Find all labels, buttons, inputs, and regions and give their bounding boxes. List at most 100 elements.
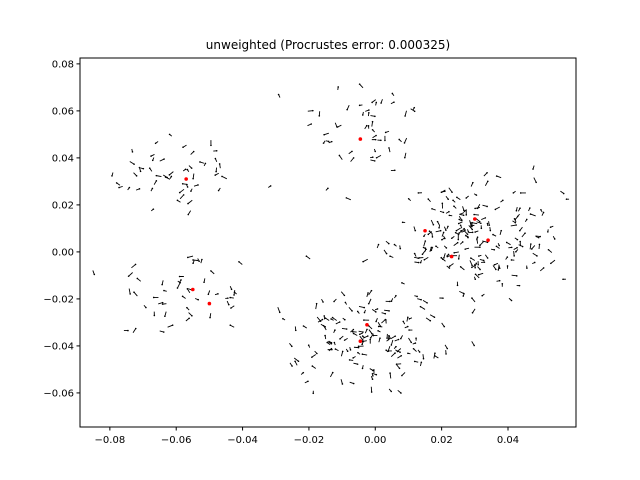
quiver-arrow-head: [423, 258, 426, 261]
quiver-arrow-head: [454, 231, 457, 234]
quiver-arrow-head: [438, 226, 440, 229]
quiver-arrow-head: [311, 365, 314, 367]
quiver-arrow-head: [393, 101, 395, 103]
quiver-arrow-head: [390, 300, 393, 303]
quiver-arrow: [440, 257, 446, 262]
quiver-arrow-head: [357, 346, 360, 349]
quiver-arrow-head: [516, 246, 518, 249]
quiver-arrow-head: [515, 251, 517, 253]
quiver-arrow-head: [514, 221, 517, 224]
quiver-arrow-head: [395, 363, 398, 366]
quiver-arrow: [128, 272, 133, 277]
quiver-arrow: [323, 325, 327, 331]
quiver-arrow-head: [386, 337, 388, 339]
quiver-arrow-head: [498, 244, 501, 247]
quiver-arrow-head: [372, 375, 374, 377]
quiver-arrow-head: [442, 297, 444, 299]
quiver-arrow-head: [413, 360, 416, 363]
quiver-arrow-head: [462, 214, 465, 217]
quiver-arrow-head: [433, 316, 436, 318]
quiver-arrow-head: [186, 256, 189, 259]
quiver-arrow-head: [401, 282, 403, 284]
quiver-arrow-head: [466, 233, 469, 235]
quiver-arrow: [156, 175, 162, 177]
quiver-arrow: [359, 83, 364, 89]
quiver-arrow-head: [351, 150, 353, 153]
quiver-arrow: [159, 158, 165, 162]
quiver-arrow-head: [471, 297, 473, 299]
quiver-arrow-head: [155, 180, 158, 182]
quiver-arrow-head: [227, 297, 229, 299]
quiver-arrow-head: [461, 241, 464, 243]
quiver-arrow-head: [444, 237, 446, 240]
quiver-arrow-head: [352, 357, 354, 359]
quiver-arrow-head: [419, 305, 422, 308]
quiver-arrow-head: [547, 248, 550, 251]
quiver-arrow-head: [161, 283, 163, 286]
quiver-arrow-head: [192, 262, 194, 265]
quiver-arrow-head: [456, 241, 459, 244]
quiver-arrow-head: [549, 226, 552, 228]
quiver-arrow: [471, 297, 476, 303]
quiver-arrow-head: [521, 245, 524, 248]
quiver-arrow: [368, 298, 372, 304]
quiver-arrow-head: [376, 308, 379, 310]
quiver-arrow-head: [459, 224, 462, 227]
quiver-arrow-head: [345, 328, 348, 330]
quiver-arrow-head: [233, 291, 236, 294]
quiver-arrow-head: [389, 372, 391, 374]
quiver-arrow-head: [178, 275, 181, 278]
quiver-arrow-head: [461, 219, 463, 221]
quiver-arrow-head: [446, 255, 449, 258]
quiver-arrow: [513, 251, 515, 256]
quiver-arrow-head: [477, 263, 480, 266]
quiver-arrow-head: [187, 213, 190, 216]
quiver-arrow-head: [445, 229, 447, 231]
quiver-arrow-head: [462, 292, 465, 295]
quiver-arrow: [132, 328, 137, 333]
quiver-arrow-head: [371, 332, 373, 335]
quiver-arrow-head: [311, 109, 314, 112]
quiver-arrow-head: [443, 257, 445, 259]
quiver-arrow-head: [134, 327, 137, 330]
red-data-point: [184, 177, 188, 181]
quiver-arrow-head: [184, 168, 187, 171]
quiver-arrow-head: [417, 261, 420, 264]
quiver-arrow-head: [370, 289, 373, 292]
quiver-arrow: [221, 176, 228, 180]
quiver-arrow: [129, 161, 135, 165]
quiver-arrow-head: [356, 363, 359, 365]
quiver-arrow-head: [139, 170, 142, 173]
quiver-arrow-head: [192, 150, 195, 153]
red-data-point: [473, 217, 477, 221]
quiver-arrow-head: [368, 109, 370, 111]
quiver-arrow: [192, 173, 195, 179]
quiver-arrow-head: [453, 251, 455, 254]
quiver-arrow-head: [475, 194, 478, 196]
quiver-arrow-head: [464, 248, 467, 250]
quiver-arrow-head: [311, 356, 313, 358]
x-tick-label: −0.02: [294, 435, 325, 446]
quiver-arrow-head: [441, 202, 444, 205]
quiver-arrow: [131, 264, 136, 269]
quiver-arrow-head: [476, 207, 479, 210]
quiver-arrow-head: [357, 345, 360, 348]
quiver-arrow-head: [391, 92, 394, 95]
quiver-arrow-head: [151, 159, 154, 162]
quiver-arrow-head: [526, 267, 528, 269]
quiver-arrow-head: [269, 185, 272, 187]
quiver-arrow-head: [396, 350, 399, 353]
quiver-arrow-head: [457, 258, 460, 260]
quiver-arrow-head: [493, 263, 496, 266]
quiver-arrow-head: [413, 252, 416, 255]
quiver-arrow: [339, 155, 343, 160]
quiver-arrow-head: [321, 318, 324, 321]
quiver-arrow-head: [384, 312, 387, 315]
quiver-arrow-head: [519, 240, 521, 243]
arrow-cluster: [111, 133, 272, 216]
quiver-arrow: [404, 137, 408, 144]
y-tick-label: 0.06: [52, 106, 74, 117]
quiver-arrow-head: [444, 190, 446, 193]
quiver-arrow-head: [365, 124, 368, 127]
